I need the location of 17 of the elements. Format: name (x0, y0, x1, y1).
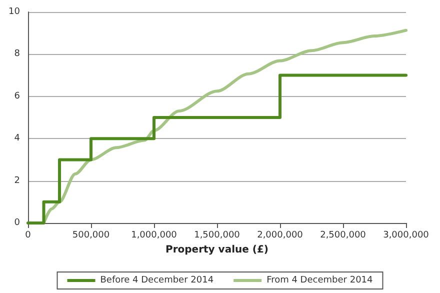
x-tick-label: 1,000,000 (131, 230, 178, 240)
legend-label: From 4 December 2014 (266, 276, 374, 286)
y-tick-label: 8 (14, 49, 20, 60)
y-tick-label: 4 (14, 134, 20, 144)
x-tick-label: 3,000,000 (383, 230, 430, 240)
y-tick-label: 10 (8, 7, 20, 17)
x-tick-label: 500,000 (72, 230, 110, 240)
x-tick-label: 0 (25, 230, 32, 240)
x-axis-title: Property value (£) (166, 244, 268, 256)
y-tick-label: 2 (14, 176, 20, 186)
x-tick-label: 2,000,000 (257, 230, 304, 240)
y-tick-label: 0 (14, 218, 20, 228)
line-series (42, 28, 408, 224)
x-tick-label: 2,500,000 (320, 230, 366, 240)
y-tick-label: 6 (14, 91, 20, 102)
x-tick-label: 1,500,000 (194, 230, 240, 240)
legend-label: Before 4 December 2014 (100, 276, 214, 286)
